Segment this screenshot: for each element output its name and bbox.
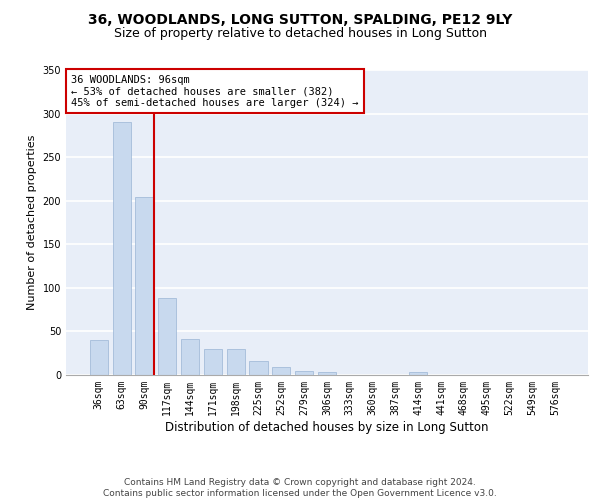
Text: Size of property relative to detached houses in Long Sutton: Size of property relative to detached ho…	[113, 28, 487, 40]
Bar	[204, 349, 222, 375]
Bar	[409, 372, 427, 375]
Text: 36, WOODLANDS, LONG SUTTON, SPALDING, PE12 9LY: 36, WOODLANDS, LONG SUTTON, SPALDING, PE…	[88, 12, 512, 26]
Bar	[295, 370, 313, 375]
Bar	[136, 197, 154, 375]
Bar	[250, 361, 268, 375]
Bar	[158, 298, 176, 375]
Text: 36 WOODLANDS: 96sqm
← 53% of detached houses are smaller (382)
45% of semi-detac: 36 WOODLANDS: 96sqm ← 53% of detached ho…	[71, 74, 359, 108]
Text: Contains HM Land Registry data © Crown copyright and database right 2024.
Contai: Contains HM Land Registry data © Crown c…	[103, 478, 497, 498]
Bar	[90, 340, 108, 375]
Bar	[272, 367, 290, 375]
Y-axis label: Number of detached properties: Number of detached properties	[27, 135, 37, 310]
Bar	[181, 340, 199, 375]
Bar	[318, 372, 336, 375]
Bar	[113, 122, 131, 375]
X-axis label: Distribution of detached houses by size in Long Sutton: Distribution of detached houses by size …	[165, 420, 489, 434]
Bar	[227, 349, 245, 375]
